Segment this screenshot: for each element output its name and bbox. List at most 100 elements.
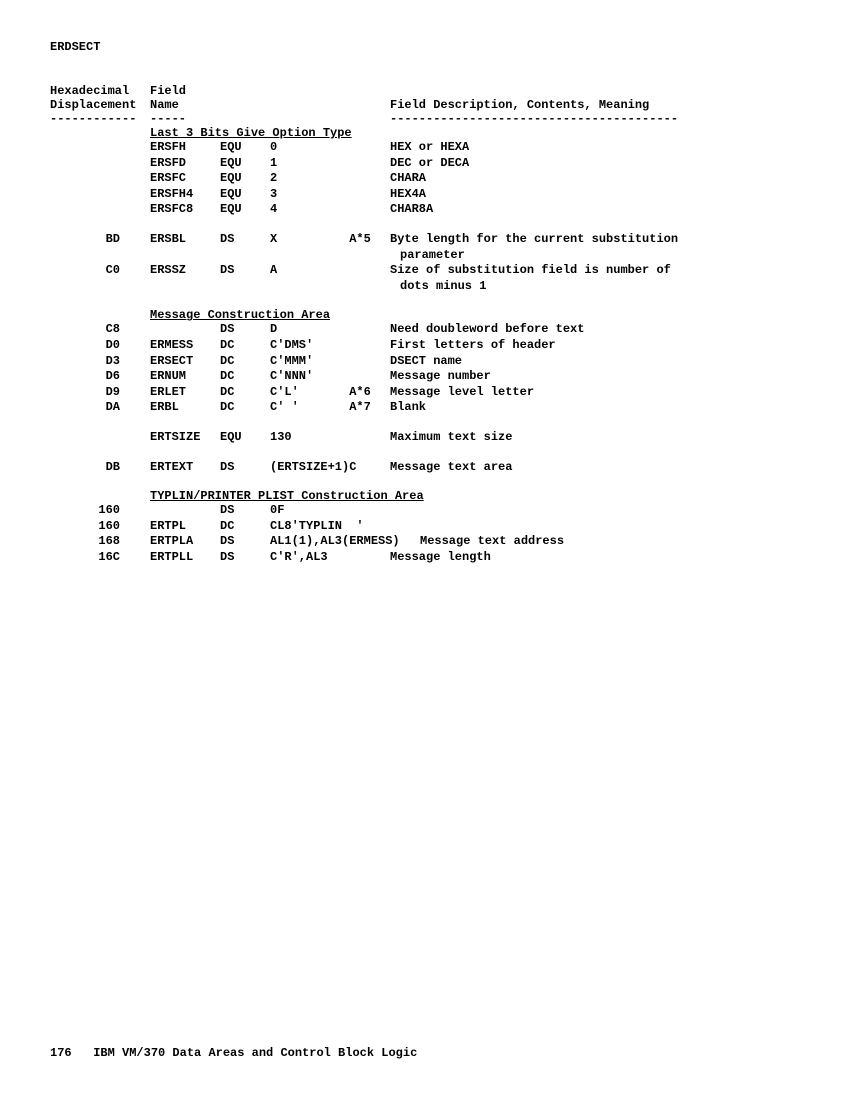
- cell-op: DC: [220, 354, 270, 370]
- cell-op: EQU: [220, 202, 270, 218]
- cell-disp: [50, 140, 150, 156]
- table-row: 168 ERTPLA DS AL1(1),AL3(ERMESS) Message…: [50, 534, 799, 550]
- table-row: C8 DS D Need doubleword before text: [50, 322, 799, 338]
- cell-op: DS: [220, 322, 270, 338]
- cell-desc: Byte length for the current substitution: [390, 232, 799, 248]
- cell-field: ERSSZ: [150, 263, 220, 279]
- cell-operand: 2: [270, 171, 390, 187]
- table-row: ERTSIZE EQU 130 Maximum text size: [50, 430, 799, 446]
- table-row: 16C ERTPLL DS C'R',AL3 Message length: [50, 550, 799, 566]
- cell-op: EQU: [220, 430, 270, 446]
- col-operand-spacer: [270, 84, 390, 98]
- cell-op: EQU: [220, 156, 270, 172]
- cell-disp: D0: [50, 338, 150, 354]
- cell-op: DC: [220, 385, 270, 401]
- cell-field: ERSFH4: [150, 187, 220, 203]
- cell-disp: C8: [50, 322, 150, 338]
- table-row: ERSFD EQU 1 DEC or DECA: [50, 156, 799, 172]
- cell-field: ERSECT: [150, 354, 220, 370]
- column-header-row1: Hexadecimal Field: [50, 84, 799, 98]
- cell-field: ERTPLA: [150, 534, 220, 550]
- col-disp-header1: Hexadecimal: [50, 84, 150, 98]
- cell-desc: CHAR8A: [390, 202, 799, 218]
- cell-desc: Blank: [390, 400, 799, 416]
- cell-desc: [400, 519, 799, 535]
- cell-field: ERMESS: [150, 338, 220, 354]
- cell-field: ERTEXT: [150, 460, 220, 476]
- col-desc-spacer: [390, 84, 799, 98]
- cell-op: DC: [220, 519, 270, 535]
- cell-desc: DEC or DECA: [390, 156, 799, 172]
- table-row: DA ERBL DC C' ' A*7 Blank: [50, 400, 799, 416]
- page-number: 176: [50, 1046, 72, 1060]
- table-row: ERSFC EQU 2 CHARA: [50, 171, 799, 187]
- cell-desc: Maximum text size: [390, 430, 799, 446]
- cell-field: ERSFD: [150, 156, 220, 172]
- cell-disp: DA: [50, 400, 150, 416]
- cell-field: ERSFC8: [150, 202, 220, 218]
- cell-desc: Message number: [390, 369, 799, 385]
- dashes-desc: ----------------------------------------: [390, 112, 799, 126]
- cell-desc: Size of substitution field is number of: [390, 263, 799, 279]
- cell-operand: (ERTSIZE+1)C: [270, 460, 390, 476]
- cell-disp: [50, 156, 150, 172]
- cell-disp: [50, 171, 150, 187]
- cell-desc: CHARA: [390, 171, 799, 187]
- cell-disp: [50, 202, 150, 218]
- cell-operand: C'L' A*6: [270, 385, 390, 401]
- cell-disp: C0: [50, 263, 150, 279]
- cell-disp: 160: [50, 519, 150, 535]
- cell-operand: C' ' A*7: [270, 400, 390, 416]
- cell-desc: HEX or HEXA: [390, 140, 799, 156]
- cell-field: ERSBL: [150, 232, 220, 248]
- cell-op: DC: [220, 400, 270, 416]
- cell-field: [150, 503, 220, 519]
- table-row: DB ERTEXT DS (ERTSIZE+1)C Message text a…: [50, 460, 799, 476]
- cell-op: DS: [220, 232, 270, 248]
- cell-disp: D6: [50, 369, 150, 385]
- cell-field: ERTPLL: [150, 550, 220, 566]
- cell-desc: Message text area: [390, 460, 799, 476]
- dashes-op-spacer: [220, 112, 270, 126]
- table-row: D6 ERNUM DC C'NNN' Message number: [50, 369, 799, 385]
- cell-operand: 0: [270, 140, 390, 156]
- section-typlin-printer: TYPLIN/PRINTER PLIST Construction Area: [150, 489, 799, 503]
- cell-disp: D3: [50, 354, 150, 370]
- col-op-spacer2: [220, 98, 270, 112]
- cell-field: ERSFC: [150, 171, 220, 187]
- dashes-field: -----: [150, 112, 220, 126]
- cell-desc: DSECT name: [390, 354, 799, 370]
- cell-disp: 160: [50, 503, 150, 519]
- cell-operand: 0F: [270, 503, 390, 519]
- table-row: C0 ERSSZ DS A Size of substitution field…: [50, 263, 799, 279]
- footer-text: IBM VM/370 Data Areas and Control Block …: [93, 1046, 417, 1060]
- cell-disp: [50, 187, 150, 203]
- cell-operand: C'MMM': [270, 354, 390, 370]
- table-row: D3 ERSECT DC C'MMM' DSECT name: [50, 354, 799, 370]
- cell-field: ERBL: [150, 400, 220, 416]
- cell-op: DS: [220, 534, 270, 550]
- cell-operand: CL8'TYPLIN ': [270, 519, 400, 535]
- page-header-title: ERDSECT: [50, 40, 799, 54]
- col-disp-header2: Displacement: [50, 98, 150, 112]
- table-row: ERSFC8 EQU 4 CHAR8A: [50, 202, 799, 218]
- col-field-header2: Name: [150, 98, 220, 112]
- table-row-continuation: dots minus 1: [50, 279, 799, 295]
- cell-disp: 16C: [50, 550, 150, 566]
- cell-field: ERLET: [150, 385, 220, 401]
- cell-desc: First letters of header: [390, 338, 799, 354]
- cell-operand: C'DMS': [270, 338, 390, 354]
- cell-field: ERTPL: [150, 519, 220, 535]
- cell-operand: C'R',AL3: [270, 550, 390, 566]
- table-row: D9 ERLET DC C'L' A*6 Message level lette…: [50, 385, 799, 401]
- cell-desc: Message length: [390, 550, 799, 566]
- col-op-spacer: [220, 84, 270, 98]
- cell-op: EQU: [220, 171, 270, 187]
- col-desc-header: Field Description, Contents, Meaning: [390, 98, 799, 112]
- cell-operand: 130: [270, 430, 390, 446]
- table-row: BD ERSBL DS X A*5 Byte length for the cu…: [50, 232, 799, 248]
- table-row: 160 ERTPL DC CL8'TYPLIN ': [50, 519, 799, 535]
- cell-disp: [50, 430, 150, 446]
- cell-desc: Message level letter: [390, 385, 799, 401]
- cell-desc-cont: parameter: [400, 248, 465, 264]
